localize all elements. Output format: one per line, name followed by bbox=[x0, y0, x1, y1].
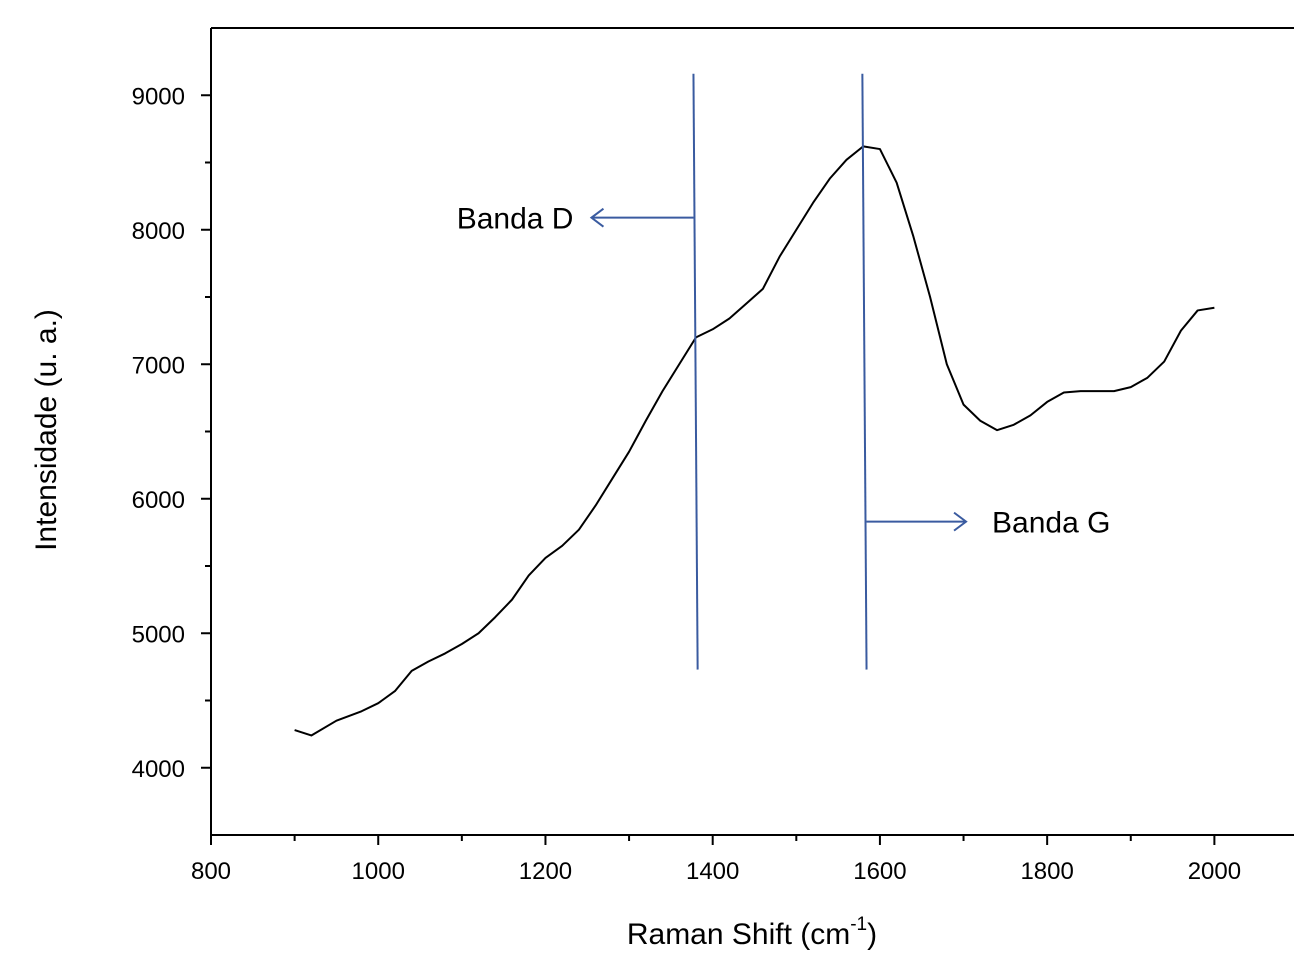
y-tick-label: 6000 bbox=[132, 487, 185, 514]
x-tick-label: 1600 bbox=[853, 858, 906, 885]
x-tick-label: 2000 bbox=[1188, 858, 1241, 885]
x-tick-label: 1000 bbox=[352, 858, 405, 885]
y-tick-label: 5000 bbox=[132, 621, 185, 648]
arrow-head bbox=[589, 207, 605, 228]
y-axis-title: Intensidade (u. a.) bbox=[30, 309, 63, 551]
data-line bbox=[294, 145, 1215, 737]
annotation-label: Banda G bbox=[992, 507, 1110, 540]
x-axis-title-main: Raman Shift (cm bbox=[627, 918, 850, 951]
y-tick-label: 8000 bbox=[132, 218, 185, 245]
x-axis-title-end: ) bbox=[867, 918, 877, 951]
x-tick-label: 1800 bbox=[1020, 858, 1073, 885]
y-tick-label: 4000 bbox=[132, 756, 185, 783]
x-tick-label: 1200 bbox=[519, 858, 572, 885]
x-tick-label: 1400 bbox=[686, 858, 739, 885]
band-line bbox=[692, 73, 699, 670]
y-tick-label: 7000 bbox=[132, 352, 185, 379]
x-tick-label: 800 bbox=[191, 858, 231, 885]
x-axis-title: Raman Shift (cm-1) bbox=[627, 914, 877, 951]
arrow-head bbox=[953, 511, 968, 532]
band-line bbox=[861, 73, 868, 670]
x-axis-title-sup: -1 bbox=[850, 914, 867, 935]
y-tick-label: 9000 bbox=[132, 83, 185, 110]
annotation-label: Banda D bbox=[457, 203, 574, 236]
